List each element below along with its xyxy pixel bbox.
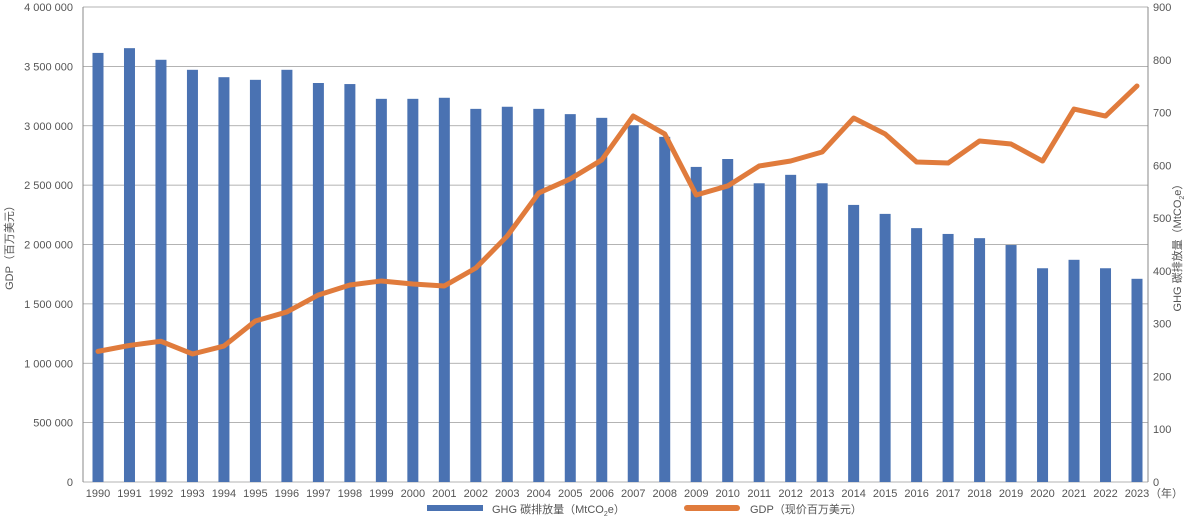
legend: GHG 碳排放量（MtCO2e） GDP（现价百万美元）	[427, 502, 862, 517]
x-tick-label: 2010	[715, 488, 739, 500]
bar-ghg-1996	[281, 70, 292, 482]
x-tick-label: 2000	[401, 488, 425, 500]
x-tick-label: 2006	[590, 488, 614, 500]
bar-ghg-2018	[974, 238, 985, 482]
bar-ghg-2001	[439, 98, 450, 482]
left-tick-label: 0	[67, 477, 73, 489]
right-tick-label: 600	[1153, 160, 1171, 172]
x-tick-label: 2002	[464, 488, 488, 500]
bar-ghg-2004	[533, 109, 544, 482]
bar-ghg-2022	[1100, 268, 1111, 482]
bar-ghg-2016	[911, 228, 922, 482]
right-tick-label: 800	[1153, 55, 1171, 67]
bar-ghg-2002	[470, 109, 481, 482]
right-tick-label: 100	[1153, 424, 1171, 436]
left-tick-label: 4 000 000	[24, 2, 73, 14]
bar-ghg-1992	[155, 60, 166, 482]
left-tick-label: 1 500 000	[24, 299, 73, 311]
bar-ghg-1991	[124, 48, 135, 482]
right-tick-label: 200	[1153, 371, 1171, 383]
x-tick-label: 2022	[1093, 488, 1117, 500]
x-tick-label: 1990	[86, 488, 110, 500]
left-tick-label: 2 500 000	[24, 180, 73, 192]
bar-ghg-2009	[691, 167, 702, 482]
bar-ghg-2010	[722, 159, 733, 482]
bar-ghg-2023	[1132, 279, 1143, 482]
x-tick-label: 2021	[1062, 488, 1086, 500]
x-tick-label: 1998	[338, 488, 362, 500]
x-tick-label: 2012	[778, 488, 802, 500]
legend-swatch-ghg	[427, 505, 483, 511]
left-axis-label: GDP（百万美元）	[3, 200, 16, 290]
bar-ghg-2013	[817, 183, 828, 482]
bar-ghg-1997	[313, 83, 324, 482]
bar-ghg-1999	[376, 99, 387, 482]
right-tick-label: 400	[1153, 266, 1171, 278]
x-tick-label: 1991	[117, 488, 141, 500]
bar-ghg-2021	[1069, 260, 1080, 482]
x-tick-label: 2014	[841, 488, 865, 500]
bar-ghg-2007	[628, 125, 639, 482]
bar-ghg-2008	[659, 137, 670, 482]
left-tick-label: 1 000 000	[24, 358, 73, 370]
bar-ghg-2014	[848, 205, 859, 482]
x-tick-label: 2009	[684, 488, 708, 500]
left-tick-label: 3 000 000	[24, 121, 73, 133]
x-tick-label: 2023	[1125, 488, 1149, 500]
x-tick-label: 1994	[212, 488, 236, 500]
bar-ghg-1994	[218, 77, 229, 482]
x-tick-label: 2008	[652, 488, 676, 500]
x-tick-label: 2001	[432, 488, 456, 500]
x-tick-label: 2013	[810, 488, 834, 500]
left-tick-label: 2 000 000	[24, 240, 73, 252]
bar-ghg-2015	[880, 214, 891, 482]
right-tick-label: 300	[1153, 319, 1171, 331]
x-tick-label: 2005	[558, 488, 582, 500]
right-tick-label: 500	[1153, 213, 1171, 225]
x-tick-label: 1996	[275, 488, 299, 500]
bar-ghg-2019	[1006, 245, 1017, 482]
legend-swatch-gdp	[684, 505, 740, 511]
bar-ghg-2020	[1037, 268, 1048, 482]
x-tick-label: 2019	[999, 488, 1023, 500]
bar-ghg-2017	[943, 234, 954, 482]
x-tick-label: 1999	[369, 488, 393, 500]
x-tick-label: 2007	[621, 488, 645, 500]
right-tick-label: 900	[1153, 2, 1171, 14]
x-tick-label: 1992	[149, 488, 173, 500]
left-tick-label: 500 000	[33, 418, 73, 430]
right-axis-label: GHG 碳排放量（MtCO2e）	[1170, 179, 1186, 312]
legend-label-gdp: GDP（现价百万美元）	[750, 503, 862, 516]
x-tick-label: 1997	[306, 488, 330, 500]
bar-ghg-1990	[93, 53, 104, 482]
x-tick-label: 2003	[495, 488, 519, 500]
right-tick-label: 700	[1153, 108, 1171, 120]
bar-ghg-2011	[754, 183, 765, 482]
bar-ghg-2012	[785, 175, 796, 482]
x-unit-label: （年）	[1150, 486, 1183, 500]
x-tick-label: 2004	[527, 488, 551, 500]
left-tick-label: 3 500 000	[24, 61, 73, 73]
bar-ghg-1995	[250, 80, 261, 482]
bar-ghg-2006	[596, 118, 607, 482]
x-tick-label: 1993	[180, 488, 204, 500]
x-tick-label: 2020	[1030, 488, 1054, 500]
x-tick-label: 2018	[967, 488, 991, 500]
x-tick-label: 2016	[904, 488, 928, 500]
legend-label-ghg: GHG 碳排放量（MtCO2e）	[492, 502, 625, 517]
x-tick-label: 2011	[747, 488, 771, 500]
x-tick-label: 1995	[243, 488, 267, 500]
x-tick-label: 2017	[936, 488, 960, 500]
bar-ghg-2003	[502, 107, 513, 482]
bar-ghg-1993	[187, 70, 198, 482]
bar-ghg-2005	[565, 114, 576, 482]
bar-ghg-2000	[407, 99, 418, 482]
x-tick-label: 2015	[873, 488, 897, 500]
